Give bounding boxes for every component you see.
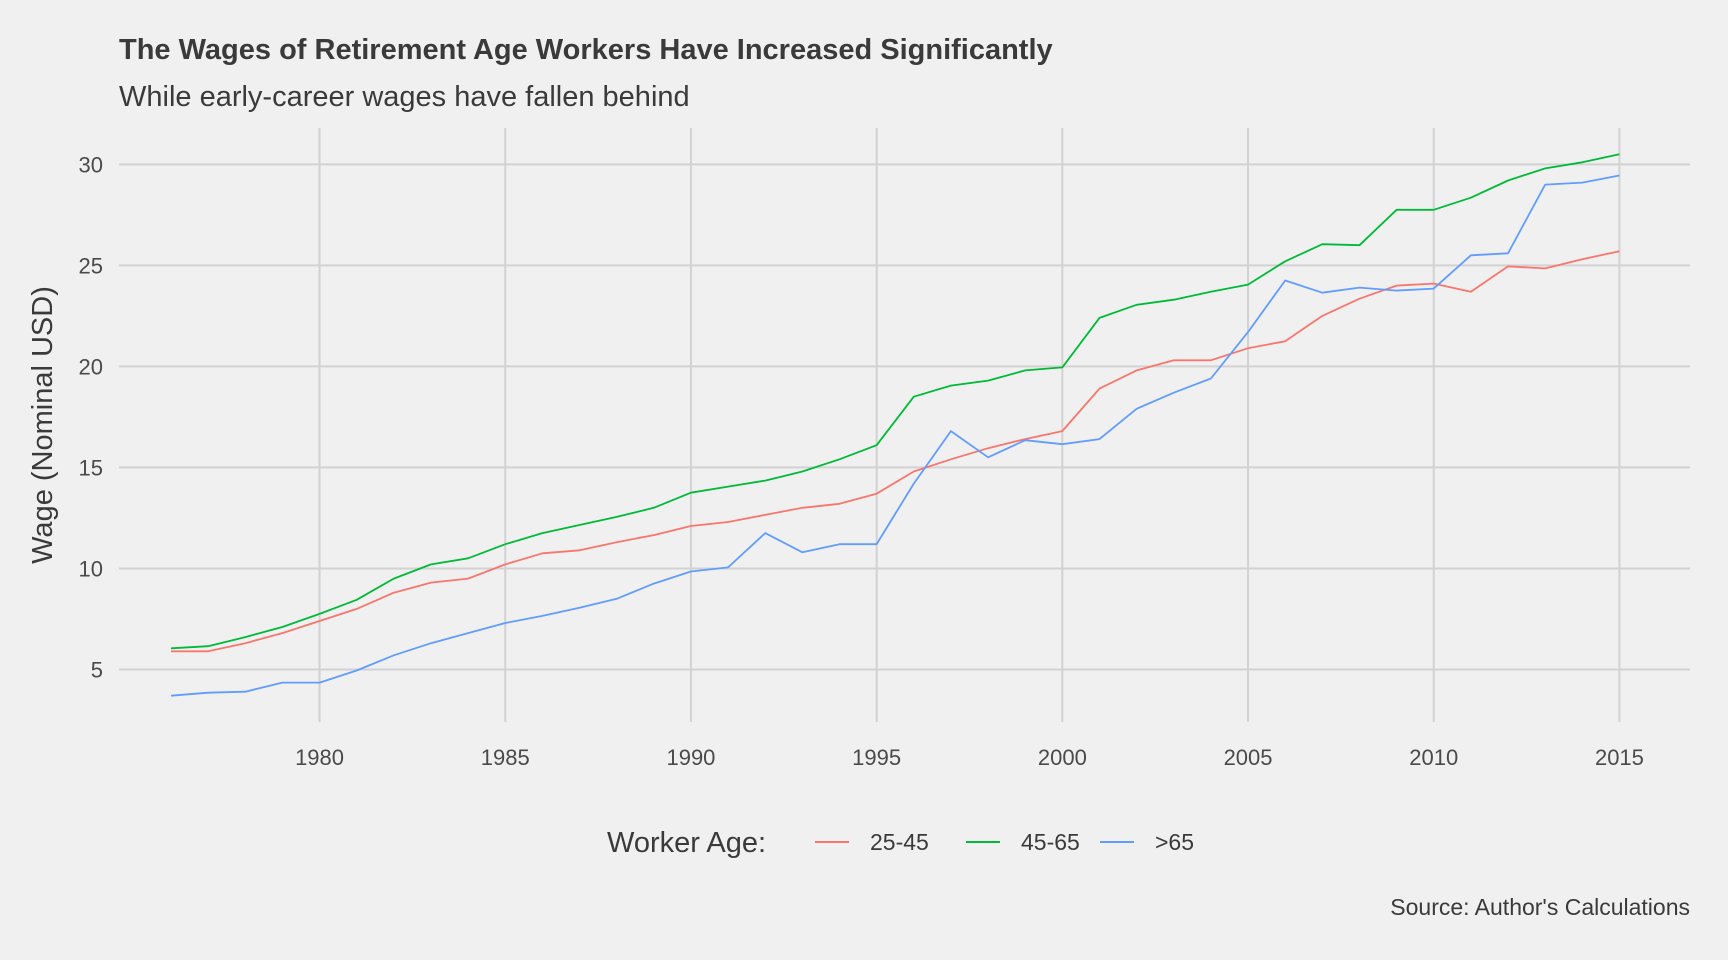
chart-title: The Wages of Retirement Age Workers Have… xyxy=(119,34,1053,66)
y-tick-label: 25 xyxy=(79,253,103,278)
legend-label: 25-45 xyxy=(870,829,929,855)
y-tick-label: 10 xyxy=(79,556,103,581)
x-tick-label: 1990 xyxy=(666,745,715,770)
legend-label: 45-65 xyxy=(1021,829,1080,855)
source-caption: Source: Author's Calculations xyxy=(1390,894,1690,920)
y-axis-title: Wage (Nominal USD) xyxy=(27,286,59,564)
series-line-2 xyxy=(170,153,1620,650)
x-tick-label: 2015 xyxy=(1595,745,1644,770)
x-tick-label: 2010 xyxy=(1409,745,1458,770)
x-tick-label: 1985 xyxy=(481,745,530,770)
legend-label: >65 xyxy=(1155,829,1194,855)
x-tick-label: 2005 xyxy=(1224,745,1273,770)
x-tick-label: 2000 xyxy=(1038,745,1087,770)
legend-title: Worker Age: xyxy=(607,827,766,859)
y-tick-label: 30 xyxy=(79,152,103,177)
series-line-3 xyxy=(170,174,1620,697)
x-tick-label: 1995 xyxy=(852,745,901,770)
y-tick-label: 5 xyxy=(91,657,103,682)
chart-subtitle: While early-career wages have fallen beh… xyxy=(119,81,690,113)
x-tick-label: 1980 xyxy=(295,745,344,770)
y-tick-label: 20 xyxy=(79,354,103,379)
y-tick-label: 15 xyxy=(79,455,103,480)
series-line-1 xyxy=(171,250,1620,653)
